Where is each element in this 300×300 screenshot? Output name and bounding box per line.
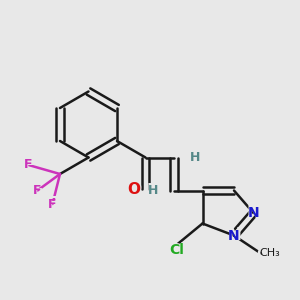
Text: CH₃: CH₃ [260,248,280,259]
Text: N: N [248,206,259,220]
Text: O: O [127,182,140,196]
Text: H: H [148,184,158,197]
Text: H: H [147,183,159,198]
Text: N: N [228,229,240,242]
Text: F: F [32,183,43,198]
Text: H: H [190,151,200,164]
Text: F: F [33,184,42,197]
Text: Cl: Cl [169,244,184,257]
Text: F: F [47,196,58,211]
Text: H: H [189,150,201,165]
Text: F: F [24,158,33,172]
Text: F: F [48,197,57,211]
Text: N: N [227,226,241,244]
Text: O: O [126,180,141,198]
Text: Cl: Cl [168,242,186,260]
Text: CH₃: CH₃ [256,247,284,260]
Text: F: F [23,158,34,172]
Text: N: N [247,204,260,222]
